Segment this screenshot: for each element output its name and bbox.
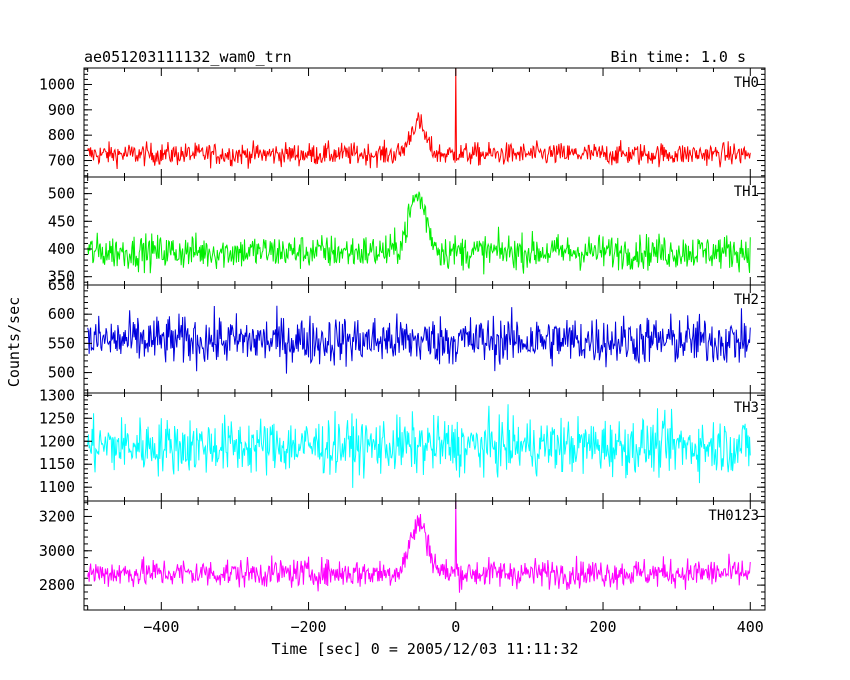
y-tick-label: 1000 <box>39 75 75 93</box>
series-line-th3 <box>87 404 751 488</box>
panel-frame-th0 <box>83 67 766 178</box>
panel-label-th0: TH0 <box>734 75 759 91</box>
y-tick-label: 1200 <box>39 432 75 450</box>
x-axis-title: Time [sec] 0 = 2005/12/03 11:11:32 <box>271 640 578 658</box>
y-tick-label: 900 <box>48 101 75 119</box>
y-tick-label: 350 <box>48 268 75 286</box>
x-tick-label: 400 <box>737 618 764 636</box>
y-tick-label: 3000 <box>39 542 75 560</box>
y-tick-label: 3200 <box>39 507 75 525</box>
panel-label-th3: TH3 <box>734 400 759 416</box>
y-tick-label: 1250 <box>39 409 75 427</box>
bin-time-label: Bin time: 1.0 s <box>611 48 746 66</box>
x-tick-label: −400 <box>143 618 179 636</box>
y-tick-label: 600 <box>48 305 75 323</box>
y-tick-label: 500 <box>48 364 75 382</box>
y-tick-label: 500 <box>48 185 75 203</box>
panel-frame-th1 <box>83 176 766 286</box>
y-tick-label: 650 <box>48 276 75 294</box>
series-line-th1 <box>87 191 751 275</box>
y-tick-label: 2800 <box>39 576 75 594</box>
chart-title: ae051203111132_wam0_trn <box>84 48 292 66</box>
panel-frame-th0123 <box>83 500 766 611</box>
x-tick-label: −200 <box>290 618 326 636</box>
y-tick-label: 1100 <box>39 478 75 496</box>
series-line-th0 <box>87 68 751 169</box>
y-tick-label: 800 <box>48 126 75 144</box>
panel-label-th2: TH2 <box>734 292 759 308</box>
x-tick-label: 0 <box>451 618 460 636</box>
y-tick-label: 450 <box>48 212 75 230</box>
x-tick-label: 200 <box>589 618 616 636</box>
panel-label-th0123: TH0123 <box>708 508 759 524</box>
series-line-th0123 <box>87 501 751 593</box>
y-tick-label: 550 <box>48 334 75 352</box>
panel-label-th1: TH1 <box>734 184 759 200</box>
y-tick-label: 400 <box>48 240 75 258</box>
panels-group: 700 800 900 1000 TH0 350 400 450 500 TH1 500 550 600… <box>39 67 766 636</box>
series-line-th2 <box>87 305 751 374</box>
y-axis-title: Counts/sec <box>5 297 23 387</box>
y-tick-label: 1150 <box>39 455 75 473</box>
y-tick-label: 700 <box>48 152 75 170</box>
y-tick-label: 1300 <box>39 386 75 404</box>
